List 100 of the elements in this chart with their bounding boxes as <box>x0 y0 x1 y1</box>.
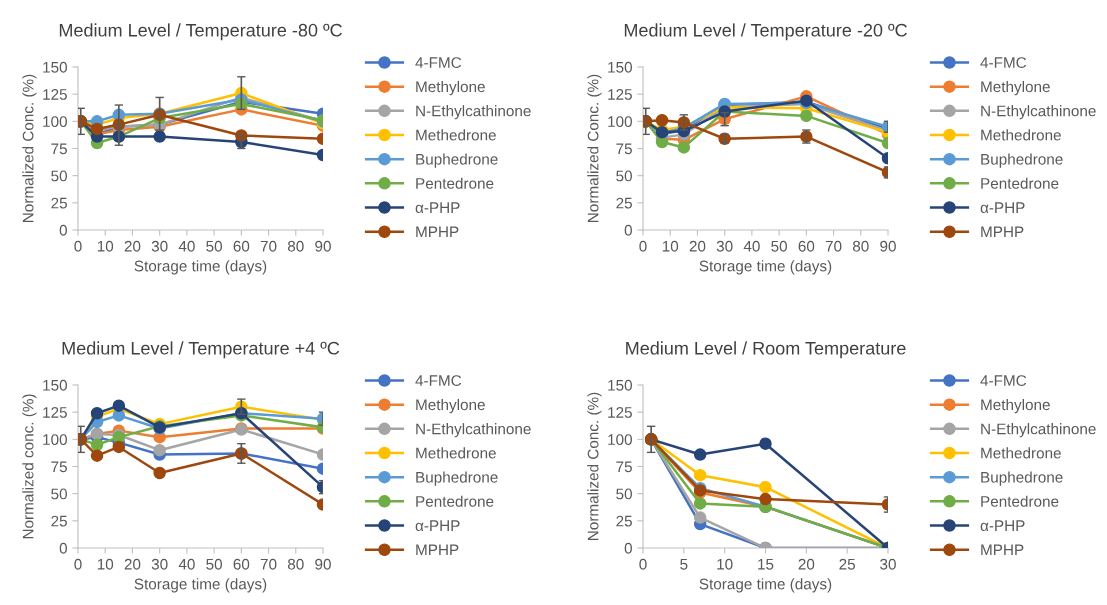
legend-label: Methylone <box>981 80 1050 96</box>
x-tick-label: 30 <box>880 558 896 570</box>
y-tick-label: 75 <box>51 461 67 473</box>
x-tick-label: 5 <box>680 558 688 570</box>
x-tick-label: 90 <box>315 240 331 252</box>
x-tick-label: 50 <box>771 240 788 252</box>
y-tick-label: 50 <box>51 488 67 500</box>
chart-title: Medium Level / Room Temperature <box>626 341 906 359</box>
legend-label: Buphedrone <box>416 471 498 486</box>
legend-label: α-PHP <box>415 202 460 214</box>
x-tick-label: 25 <box>839 558 856 570</box>
x-tick-label: 30 <box>151 240 168 252</box>
y-tick-label: 150 <box>43 61 67 73</box>
x-tick-label: 0 <box>74 558 82 570</box>
x-tick-label: 0 <box>639 240 647 252</box>
legend-label: 4-FMC <box>980 375 1027 386</box>
y-tick-label: 100 <box>608 434 632 446</box>
legend-label: Methylone <box>981 398 1050 414</box>
legend-label: Pentedrone <box>416 177 494 189</box>
y-tick-label: 125 <box>608 89 632 100</box>
y-tick-label: 25 <box>616 515 632 527</box>
y-tick-label: 150 <box>608 61 632 73</box>
x-tick-label: 20 <box>689 240 706 252</box>
legend-label: α-PHP <box>415 520 460 532</box>
legend-label: Buphedrone <box>981 471 1063 486</box>
legend-label: N-Ethylcathinone <box>981 105 1096 120</box>
y-tick-label: 100 <box>43 116 67 128</box>
x-tick-label: 0 <box>639 558 647 570</box>
x-tick-label: 30 <box>716 240 733 252</box>
legend-label: 4-FMC <box>415 375 462 386</box>
legend-label: Pentedrone <box>981 495 1059 507</box>
x-tick-label: 20 <box>124 240 141 252</box>
x-tick-label: 20 <box>124 558 141 570</box>
x-tick-label: 15 <box>758 558 774 570</box>
y-tick-label: 125 <box>608 407 632 418</box>
legend-label: Methylone <box>416 80 485 96</box>
y-tick-label: 0 <box>59 542 67 554</box>
x-tick-label: 80 <box>287 240 304 252</box>
y-tick-label: 25 <box>51 515 67 527</box>
legend-label: Methedrone <box>416 129 496 141</box>
y-tick-label: 75 <box>51 143 67 155</box>
x-tick-label: 20 <box>798 558 815 570</box>
legend-label: N-Ethylcathinone <box>416 105 531 120</box>
x-axis-title: Storage time (days) <box>134 260 267 275</box>
x-tick-label: 90 <box>880 240 896 252</box>
x-tick-label: 50 <box>206 558 223 570</box>
legend-label: MPHP <box>416 544 459 556</box>
legend-label: MPHP <box>981 544 1024 556</box>
x-axis-title: Storage time (days) <box>134 578 267 593</box>
legend-label: 4-FMC <box>980 57 1027 68</box>
legend-label: Methedrone <box>416 447 496 459</box>
y-axis-title: Normalized Conc. (%) <box>22 74 37 222</box>
legend-label: Buphedrone <box>416 153 498 168</box>
x-tick-label: 10 <box>97 558 114 570</box>
y-tick-label: 100 <box>608 116 632 128</box>
x-tick-label: 60 <box>798 240 815 252</box>
x-tick-label: 70 <box>825 240 842 252</box>
y-axis-title: Normalized Conc. (%) <box>587 392 602 540</box>
legend-label: α-PHP <box>980 202 1025 214</box>
y-tick-label: 75 <box>616 461 632 473</box>
y-tick-label: 50 <box>616 170 632 182</box>
y-tick-label: 25 <box>616 197 632 209</box>
y-tick-label: 0 <box>624 224 632 236</box>
y-tick-label: 50 <box>616 488 632 500</box>
legend-label: MPHP <box>981 226 1024 238</box>
legend-label: N-Ethylcathinone <box>981 423 1096 438</box>
x-tick-label: 10 <box>97 240 114 252</box>
x-axis-title: Storage time (days) <box>699 260 832 275</box>
y-axis-title: Normalized Conc. (%) <box>587 74 602 222</box>
legend-label: Pentedrone <box>416 495 494 507</box>
x-tick-label: 70 <box>260 240 277 252</box>
chart-title: Medium Level / Temperature +4 ºC <box>62 341 340 359</box>
x-tick-label: 80 <box>287 558 304 570</box>
y-tick-label: 25 <box>51 197 67 209</box>
chart-title: Medium Level / Temperature -20 ºC <box>624 23 907 41</box>
y-tick-label: 150 <box>43 379 67 391</box>
x-tick-label: 90 <box>315 558 331 570</box>
x-tick-label: 40 <box>178 558 195 570</box>
legend-label: Pentedrone <box>981 177 1059 189</box>
x-tick-label: 30 <box>151 558 168 570</box>
legend-label: Buphedrone <box>981 153 1063 168</box>
x-tick-label: 40 <box>178 240 195 252</box>
legend-label: Methylone <box>416 398 485 414</box>
y-tick-label: 75 <box>616 143 632 155</box>
x-tick-label: 0 <box>74 240 82 252</box>
y-tick-label: 50 <box>51 170 67 182</box>
y-tick-label: 125 <box>43 407 67 418</box>
y-tick-label: 100 <box>43 434 67 446</box>
x-tick-label: 10 <box>662 240 679 252</box>
legend-label: Methedrone <box>981 129 1061 141</box>
y-tick-label: 0 <box>59 224 67 236</box>
y-tick-label: 150 <box>608 379 632 391</box>
legend-label: N-Ethylcathinone <box>416 423 531 438</box>
legend-label: Methedrone <box>981 447 1061 459</box>
x-axis-title: Storage time (days) <box>699 578 832 593</box>
x-tick-label: 10 <box>717 558 733 570</box>
legend-label: MPHP <box>416 226 459 238</box>
legend-label: α-PHP <box>980 520 1025 532</box>
x-tick-label: 60 <box>233 240 250 252</box>
y-axis-title: Normalized conc. (%) <box>22 394 37 539</box>
